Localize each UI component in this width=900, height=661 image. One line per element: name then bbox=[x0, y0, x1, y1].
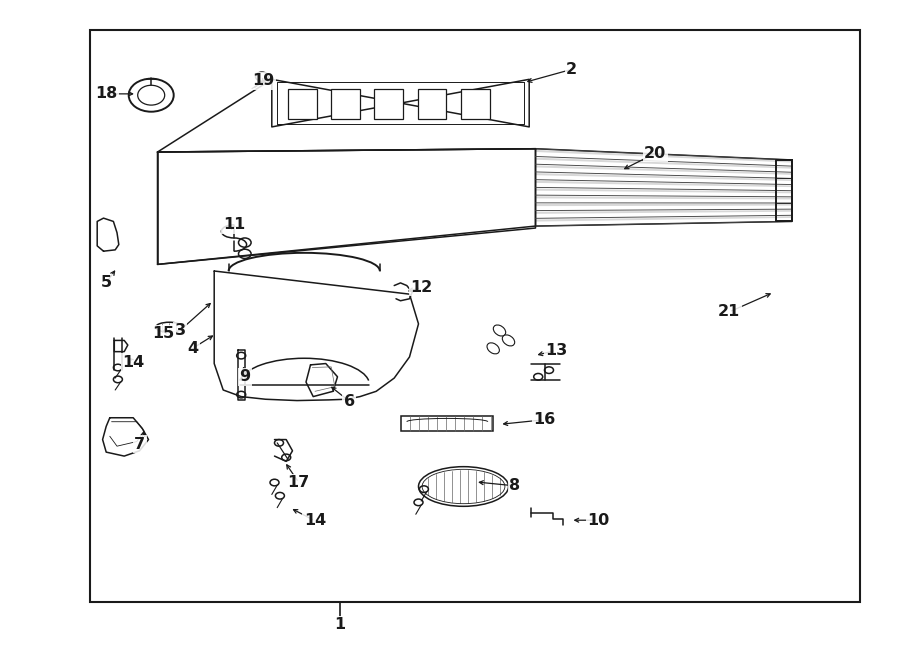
Text: 11: 11 bbox=[223, 217, 245, 232]
Text: 21: 21 bbox=[718, 305, 740, 319]
Polygon shape bbox=[536, 173, 792, 181]
Bar bbox=[90, 30, 860, 602]
Text: 19: 19 bbox=[253, 73, 274, 88]
Bar bbox=[401, 416, 493, 431]
Bar bbox=[288, 89, 317, 119]
Text: 12: 12 bbox=[410, 280, 432, 295]
Text: 17: 17 bbox=[288, 475, 310, 490]
Text: 8: 8 bbox=[509, 479, 520, 493]
Ellipse shape bbox=[487, 343, 500, 354]
Text: 5: 5 bbox=[101, 276, 112, 290]
Text: 3: 3 bbox=[175, 323, 185, 338]
Polygon shape bbox=[536, 181, 792, 187]
Ellipse shape bbox=[502, 335, 515, 346]
Polygon shape bbox=[536, 196, 792, 200]
Text: 18: 18 bbox=[95, 87, 117, 101]
Text: 4: 4 bbox=[187, 341, 198, 356]
Text: 9: 9 bbox=[239, 369, 250, 384]
Bar bbox=[374, 89, 403, 119]
Polygon shape bbox=[536, 188, 792, 193]
Polygon shape bbox=[536, 165, 792, 175]
Text: 10: 10 bbox=[588, 513, 609, 527]
Text: 20: 20 bbox=[644, 146, 666, 161]
Ellipse shape bbox=[418, 467, 508, 506]
Text: 13: 13 bbox=[545, 343, 567, 358]
Text: 16: 16 bbox=[534, 412, 555, 427]
Text: 6: 6 bbox=[344, 394, 355, 408]
Polygon shape bbox=[536, 204, 792, 206]
Polygon shape bbox=[536, 157, 792, 169]
Ellipse shape bbox=[493, 325, 506, 336]
Text: 2: 2 bbox=[566, 62, 577, 77]
Polygon shape bbox=[536, 210, 792, 214]
Bar bbox=[331, 89, 360, 119]
Bar bbox=[461, 89, 490, 119]
Text: 14: 14 bbox=[122, 355, 144, 369]
Bar bbox=[418, 89, 446, 119]
Ellipse shape bbox=[156, 323, 183, 332]
Text: 1: 1 bbox=[335, 617, 346, 632]
Text: 15: 15 bbox=[153, 327, 175, 341]
Text: 14: 14 bbox=[304, 514, 326, 528]
Polygon shape bbox=[536, 150, 792, 163]
Text: 7: 7 bbox=[134, 437, 145, 451]
Polygon shape bbox=[536, 216, 792, 221]
